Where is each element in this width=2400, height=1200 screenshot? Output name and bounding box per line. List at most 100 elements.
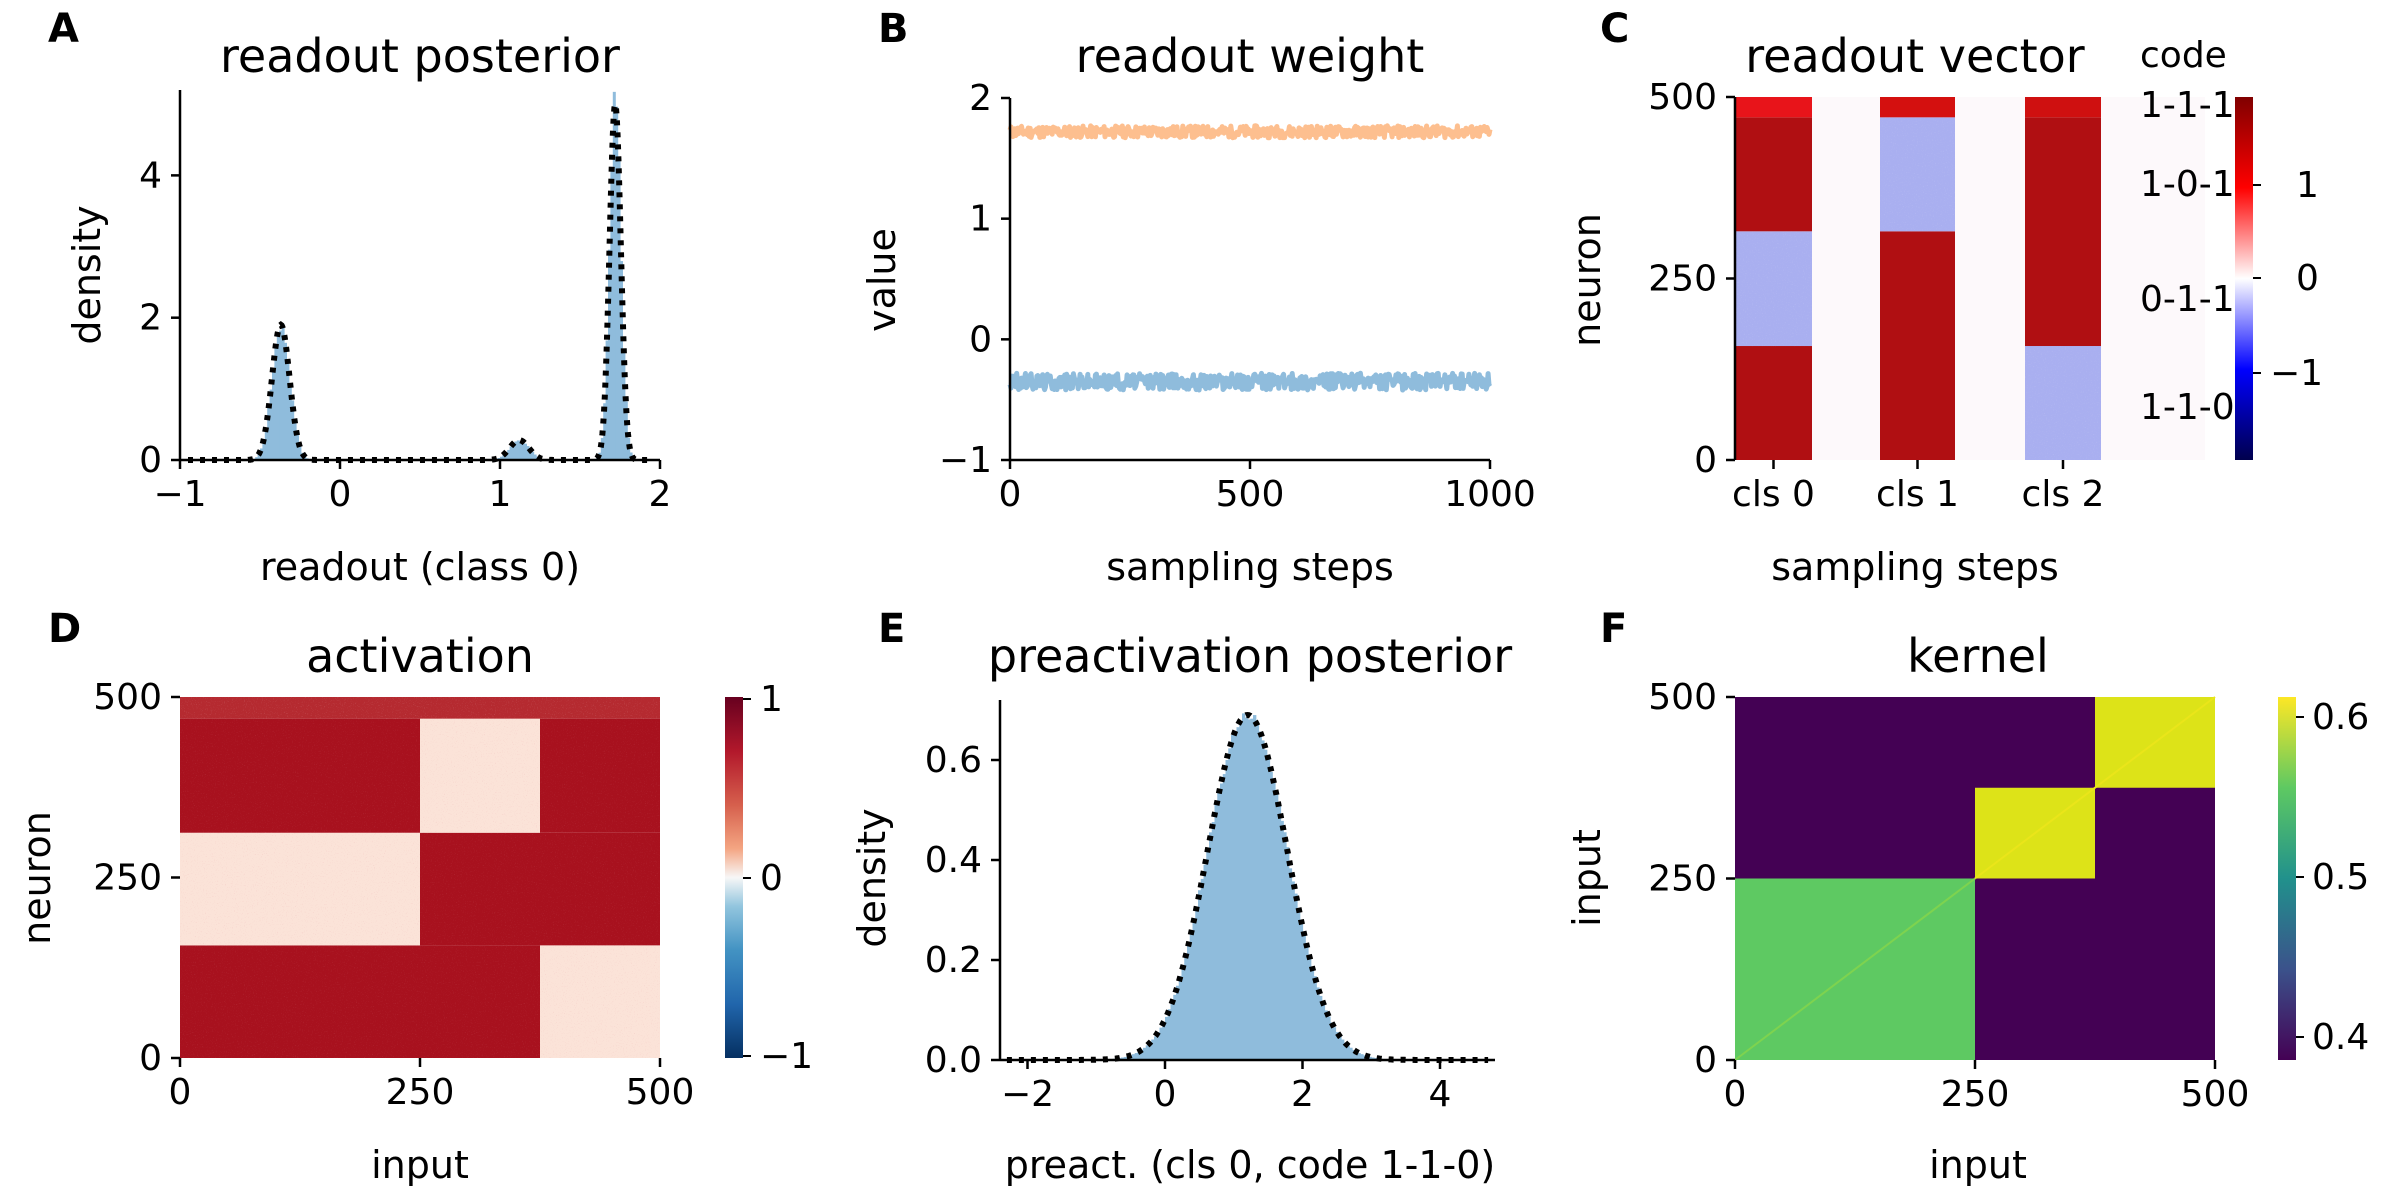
- panel-c-gap: [2101, 97, 2205, 460]
- panel-d-block-texture: [540, 945, 660, 1058]
- panel-e-x-tick: 2: [1291, 1074, 1314, 1115]
- panel-d-colorbar: [725, 697, 743, 1058]
- panel-label-c: C: [1600, 6, 1629, 52]
- panel-e-hist-bar: [1327, 1016, 1331, 1060]
- panel-f-heatmap: [1734, 696, 2216, 1061]
- panel-e-hist-bar: [1330, 1022, 1334, 1060]
- panel-e-hist-bar: [1288, 868, 1293, 1060]
- panel-a-hist-bar: [502, 454, 506, 460]
- panel-e-hist-bar: [1162, 1022, 1166, 1060]
- panel-e-hist-bar: [1324, 1010, 1328, 1060]
- panel-a-hist-bar: [281, 323, 285, 460]
- panel-a-x-tick: 1: [489, 474, 512, 515]
- panel-b-x-tick: 500: [1216, 474, 1285, 515]
- panel-a-hist-bar: [262, 440, 266, 460]
- panel-e-hist-bar: [1222, 774, 1227, 1060]
- panel-e-hist-bar: [1269, 771, 1273, 1060]
- panel-c-y-tick: 250: [1648, 259, 1717, 300]
- panel-b-y-tick: 2: [969, 78, 992, 119]
- panel-b-series-line: [1007, 123, 1493, 141]
- panel-f-diagonal: [1974, 696, 2216, 880]
- panel-f-x-ticks: 0 250 500: [1724, 1060, 2249, 1115]
- panel-e-hist-bar: [1297, 908, 1301, 1060]
- panel-e-hist-bar: [1302, 935, 1306, 1060]
- panel-e-hist-bar: [1352, 1049, 1356, 1060]
- panel-e-y-tick: 0.6: [925, 740, 982, 781]
- panel-e-hist-bar: [1198, 890, 1202, 1060]
- panel-label-a: A: [48, 6, 79, 52]
- panel-a-hist-bar: [269, 389, 273, 460]
- panel-b-title: readout weight: [1076, 29, 1425, 83]
- panel-e-x-tick: 0: [1154, 1074, 1177, 1115]
- panel-e-hist-bar: [1132, 1054, 1136, 1060]
- panel-c-code-label: 1-1-1: [2140, 85, 2235, 126]
- panel-e-hist-bar: [1291, 881, 1295, 1060]
- panel-b-y-tick: 0: [969, 319, 992, 360]
- panel-e-hist-bar: [1319, 995, 1323, 1060]
- panel-a-x-ticks: −1 0 1 2: [153, 460, 671, 515]
- panel-e-x-tick: −2: [1001, 1074, 1054, 1115]
- panel-a-hist-bar: [274, 345, 278, 460]
- panel-b-x-ticks: 0 500 1000: [999, 460, 1536, 515]
- panel-e-hist-bar: [1217, 792, 1221, 1060]
- panel-c-gap: [1955, 97, 2025, 460]
- panel-a-hist-bar: [524, 443, 527, 460]
- panel-a-hist-bar: [298, 446, 302, 460]
- panel-a-hist-bar: [284, 342, 287, 460]
- panel-c-colorbar-tick: −1: [2270, 353, 2323, 394]
- panel-a-hist-bar: [612, 91, 616, 460]
- panel-e-x-ticks: −2 0 2 4: [1001, 1060, 1451, 1115]
- panel-e-hist-bar: [1173, 994, 1177, 1060]
- panel-e-hist-bar: [1338, 1035, 1342, 1060]
- panel-c-code-header: code: [2140, 35, 2227, 76]
- panel-e-hist-bar: [1316, 987, 1320, 1060]
- panel-e-hist-bar: [1349, 1047, 1353, 1060]
- panel-a-hist-bar: [286, 361, 290, 460]
- panel-e-hist-bar: [1203, 864, 1207, 1060]
- panel-d-colorbar-tick: 1: [760, 679, 783, 720]
- panel-a-hist-bar: [622, 350, 626, 460]
- panel-e-hist-bar: [1332, 1027, 1337, 1060]
- panel-c-cell-texture: [1735, 231, 1812, 347]
- panel-e-y-tick: 0.4: [925, 840, 982, 881]
- panel-f-colorbar-tick: 0.4: [2312, 1017, 2369, 1058]
- panel-c-cell: [1735, 346, 1812, 460]
- panel-f-x-label: input: [1929, 1143, 2027, 1187]
- panel-e-hist-bar: [1123, 1056, 1128, 1060]
- panel-e-fit-curve: [1006, 711, 1489, 1063]
- panel-label-b: B: [878, 6, 909, 52]
- panel-a-hist-bar: [264, 428, 268, 460]
- panel-d-y-label: neuron: [15, 811, 59, 945]
- panel-a-hist-bar: [533, 454, 537, 460]
- panel-e-hist-bar: [1228, 748, 1232, 1060]
- panel-c-gap: [1812, 97, 1880, 460]
- panel-e-hist-bar: [1236, 727, 1240, 1060]
- panel-a-hist-bar: [267, 406, 271, 460]
- panel-e-hist-bar: [1154, 1036, 1158, 1060]
- panel-a-hist-bar: [521, 440, 525, 460]
- panel-d-colorbar-tick: 0: [760, 858, 783, 899]
- panel-e-hist-bar: [1308, 954, 1312, 1060]
- panel-e-hist-bar: [1280, 820, 1284, 1060]
- panel-d: D activation 0 250 500 0 250 500 input n…: [15, 606, 813, 1187]
- panel-f-colorbar: [2278, 697, 2296, 1060]
- panel-e-hist-bar: [1214, 804, 1218, 1060]
- panel-e-hist-bar: [1368, 1056, 1372, 1060]
- panel-e-hist-bar: [1148, 1042, 1152, 1060]
- panel-a-hist-bar: [512, 444, 515, 460]
- panel-d-colorbar-tick: −1: [760, 1036, 813, 1077]
- panel-a-hist-bar: [500, 456, 503, 460]
- panel-d-block-texture: [420, 832, 660, 946]
- panel-b-y-label: value: [860, 228, 904, 332]
- panel-b-plot: [1007, 123, 1493, 393]
- panel-c-colorbar: [2235, 97, 2253, 460]
- panel-e-hist-bar: [1178, 976, 1183, 1060]
- panel-e-hist-bar: [1354, 1051, 1359, 1060]
- panel-f-y-tick: 250: [1648, 859, 1717, 900]
- panel-e-y-tick: 0.2: [925, 940, 982, 981]
- panel-a-hist-bar: [600, 437, 604, 460]
- panel-c-y-tick: 500: [1648, 77, 1717, 118]
- panel-d-x-tick: 0: [169, 1072, 192, 1113]
- panel-e-hist-bar: [1283, 832, 1287, 1060]
